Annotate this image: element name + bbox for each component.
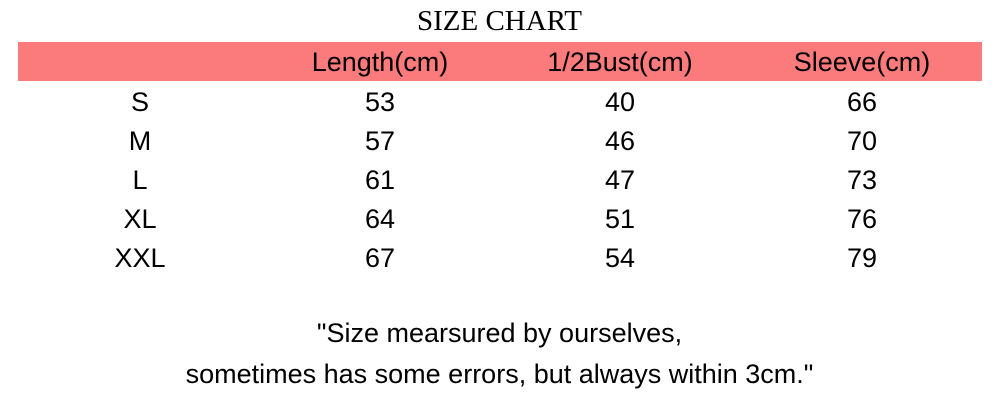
table-cell: 54 [604, 243, 636, 273]
table-cell: 47 [604, 165, 636, 195]
table-cell: 57 [364, 126, 396, 156]
chart-title: SIZE CHART [416, 5, 582, 37]
note-line-2: sometimes has some errors, but always wi… [185, 359, 814, 389]
header-row [18, 42, 982, 81]
table-cell: 64 [364, 204, 396, 234]
table-cell: 53 [364, 87, 396, 117]
size-label: XXL [114, 243, 166, 273]
table-cell: 79 [846, 243, 878, 273]
size-label: XL [123, 204, 157, 234]
table-cell: 40 [604, 87, 636, 117]
table-cell: 51 [604, 204, 636, 234]
column-header: Length(cm) [311, 47, 449, 77]
size-label: S [130, 87, 149, 117]
column-header: Sleeve(cm) [793, 47, 931, 77]
table-cell: 61 [364, 165, 396, 195]
size-label: L [132, 165, 148, 195]
table-cell: 46 [604, 126, 636, 156]
column-header: 1/2Bust(cm) [547, 47, 693, 77]
table-cell: 67 [364, 243, 396, 273]
table-cell: 66 [846, 87, 878, 117]
table-cell: 73 [846, 165, 878, 195]
table-cell: 70 [846, 126, 878, 156]
size-label: M [128, 126, 152, 156]
table-cell: 76 [846, 204, 878, 234]
note-line-1: "Size mearsured by ourselves, [316, 318, 683, 348]
